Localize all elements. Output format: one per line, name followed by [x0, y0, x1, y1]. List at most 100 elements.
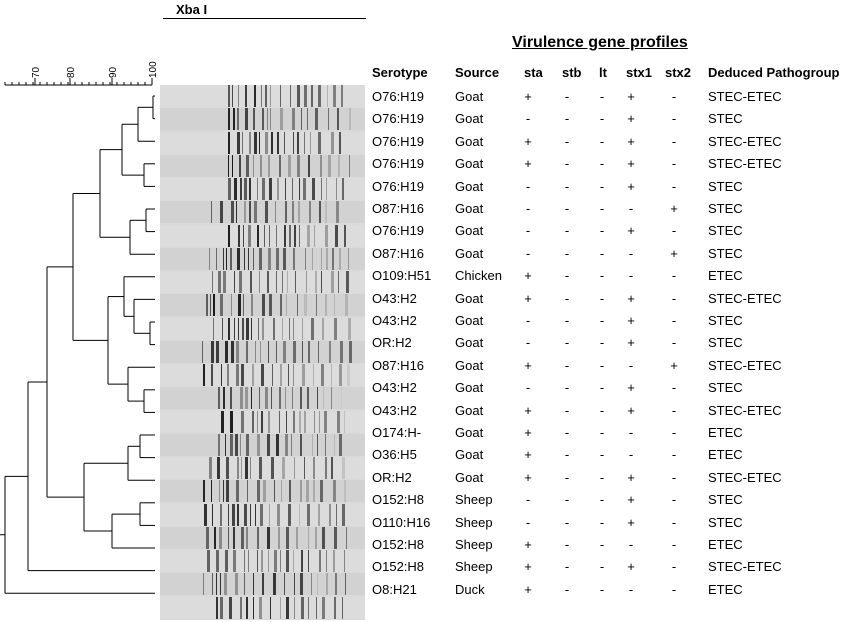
gel-band: [349, 340, 352, 363]
gel-band: [271, 387, 272, 410]
gel-band: [304, 294, 307, 317]
scale-tick-label: 100: [148, 61, 159, 78]
cell-sta: +: [524, 559, 532, 575]
gel-band: [306, 480, 309, 503]
cell-stx1: +: [627, 380, 635, 396]
enzyme-label: Xba I: [176, 2, 208, 17]
gel-band: [212, 271, 213, 294]
cell-pathogroup: STEC: [708, 245, 743, 261]
scale-tick-label: 80: [66, 66, 77, 78]
gel-band: [244, 503, 247, 526]
cell-source: Goat: [455, 111, 484, 127]
gel-band: [280, 108, 283, 131]
gel-band: [220, 503, 222, 526]
gel-band: [288, 154, 291, 177]
gel-band: [257, 433, 260, 456]
gel-band: [239, 271, 242, 294]
gel-band: [211, 364, 213, 387]
gel-band: [318, 85, 321, 107]
gel-band: [334, 317, 337, 340]
cell-stb: -: [564, 178, 570, 194]
pfge-gel: [160, 85, 365, 620]
gel-band: [212, 503, 213, 526]
gel-band: [269, 178, 272, 201]
gel-band: [255, 340, 256, 363]
gel-band: [245, 108, 248, 131]
gel-band: [284, 224, 286, 247]
gel-band: [298, 201, 300, 224]
gel-band: [253, 247, 254, 270]
gel-band: [270, 596, 271, 619]
gel-band: [259, 457, 262, 480]
gel-band: [233, 550, 236, 573]
cell-source: Sheep: [455, 514, 493, 530]
cell-pathogroup: STEC-ETEC: [708, 357, 782, 373]
cell-serotype: O87:H16: [372, 201, 425, 216]
gel-band: [268, 550, 269, 573]
cell-stx1: +: [627, 133, 635, 149]
cell-stx1: +: [627, 559, 635, 575]
gel-band: [342, 596, 343, 619]
gel-band: [216, 247, 217, 270]
gel-band: [248, 247, 249, 270]
cell-sta: +: [524, 425, 532, 440]
gel-band: [294, 573, 295, 596]
gel-band: [322, 596, 325, 619]
cell-lt: -: [599, 492, 605, 508]
gel-band: [333, 550, 335, 573]
cell-sta: +: [524, 581, 532, 597]
gel-band: [230, 247, 232, 270]
cell-lt: -: [599, 223, 605, 239]
gel-band: [246, 596, 248, 619]
gel-band: [254, 131, 257, 154]
gel-lane: [160, 340, 365, 363]
cell-serotype: O76:H19: [372, 89, 425, 104]
gel-band: [342, 178, 344, 201]
gel-band: [322, 317, 324, 340]
cell-stx1: +: [627, 290, 635, 306]
cell-stb: -: [564, 111, 570, 127]
gel-band: [328, 154, 331, 177]
gel-band: [336, 201, 339, 224]
gel-band: [246, 154, 249, 177]
gel-band: [239, 154, 241, 177]
gel-band: [251, 317, 252, 340]
gel-band: [267, 271, 269, 294]
cell-lt: -: [599, 268, 605, 284]
gel-band: [287, 271, 288, 294]
gel-band: [221, 364, 222, 387]
cell-sta: -: [525, 245, 531, 261]
cell-stx1: +: [627, 335, 635, 351]
cell-pathogroup: STEC: [708, 335, 743, 351]
gel-band: [230, 410, 233, 433]
gel-band: [241, 457, 242, 480]
gel-band: [245, 85, 247, 107]
gel-band: [331, 364, 332, 387]
cell-sta: -: [525, 223, 531, 239]
gel-band: [277, 503, 280, 526]
cell-sta: -: [525, 380, 531, 396]
gel-band: [231, 294, 232, 317]
cell-serotype: OR:H2: [372, 335, 412, 351]
gel-lane: [160, 294, 365, 317]
gel-band: [268, 154, 270, 177]
gel-band: [314, 410, 315, 433]
gel-band: [319, 550, 321, 573]
gel-band: [282, 457, 285, 480]
gel-band: [209, 247, 210, 270]
gel-band: [237, 247, 240, 270]
header-source: Source: [455, 65, 500, 80]
cell-stx2: -: [671, 559, 677, 575]
gel-band: [308, 340, 310, 363]
cell-stx1: +: [627, 156, 635, 172]
gel-band: [326, 550, 327, 573]
gel-band: [279, 410, 280, 433]
gel-band: [232, 85, 233, 107]
cell-stx2: -: [671, 290, 677, 306]
gel-band: [310, 131, 311, 154]
gel-band: [227, 364, 229, 387]
gel-band: [305, 247, 306, 270]
gel-band: [342, 503, 345, 526]
gel-band: [265, 201, 268, 224]
gel-band: [225, 433, 226, 456]
